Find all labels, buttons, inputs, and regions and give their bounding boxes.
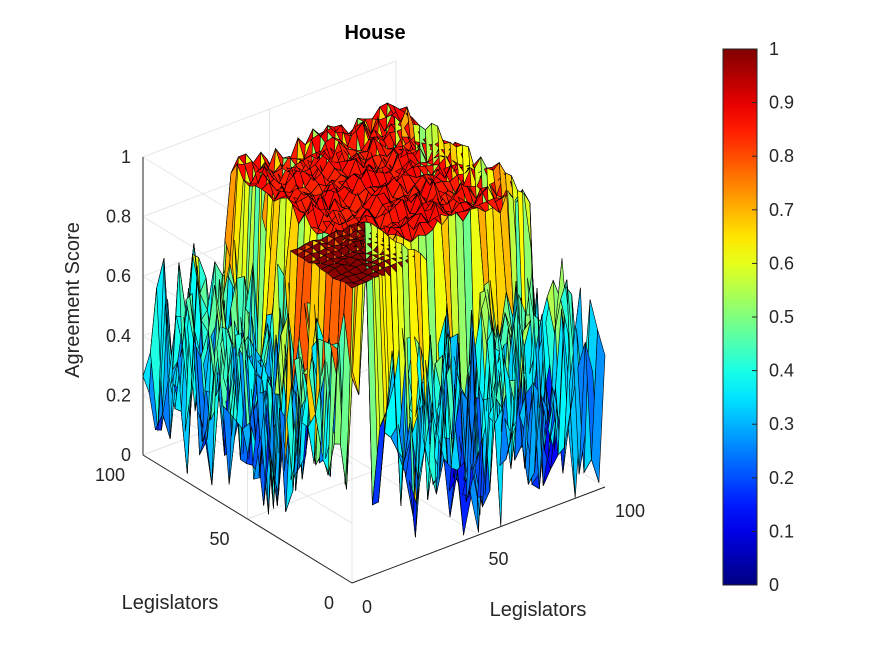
- chart-title: House: [344, 22, 405, 44]
- z-tick-label: 0.2: [106, 385, 131, 405]
- colorbar-tick-label: 0.6: [769, 253, 794, 273]
- axes-box: [142, 157, 606, 584]
- z-tick-label: 1: [121, 147, 131, 167]
- x-tick-label: 0: [362, 597, 372, 617]
- x-tick-label: 50: [489, 549, 509, 569]
- y-tick-label: 50: [209, 529, 229, 549]
- surface-patch: [591, 329, 606, 483]
- y-axis-label: Legislators: [490, 599, 587, 621]
- colorbar-tick-label: 0.8: [769, 146, 794, 166]
- x-tick-label: 100: [615, 501, 645, 521]
- z-axis-label: Agreement Score: [62, 222, 84, 378]
- surface-plot: [142, 102, 606, 538]
- colorbar-tick-label: 0.3: [769, 414, 794, 434]
- y-tick-label: 100: [95, 465, 125, 485]
- z-tick-label: 0: [121, 445, 131, 465]
- colorbar-tick-label: 0: [769, 575, 779, 595]
- colorbar-gradient: [722, 48, 758, 586]
- z-tick-label: 0.8: [106, 207, 131, 227]
- colorbar-tick-label: 0.1: [769, 521, 794, 541]
- colorbar-tick-label: 1: [769, 39, 779, 59]
- colorbar-tick-label: 0.4: [769, 361, 794, 381]
- z-tick-label: 0.6: [106, 266, 131, 286]
- colorbar-tick-label: 0.2: [769, 468, 794, 488]
- z-tick-label: 0.4: [106, 326, 131, 346]
- x-axis-label: Legislators: [122, 592, 219, 614]
- colorbar-tick-label: 0.5: [769, 307, 794, 327]
- colorbar: 0 0.1 0.2 0.3 0.4 0.5 0.6 0.7 0.8 0.9 1: [722, 39, 794, 595]
- colorbar-ticks: 0 0.1 0.2 0.3 0.4 0.5 0.6 0.7 0.8 0.9 1: [752, 39, 794, 595]
- colorbar-tick-label: 0.9: [769, 93, 794, 113]
- y-tick-label: 0: [324, 593, 334, 613]
- colorbar-tick-label: 0.7: [769, 200, 794, 220]
